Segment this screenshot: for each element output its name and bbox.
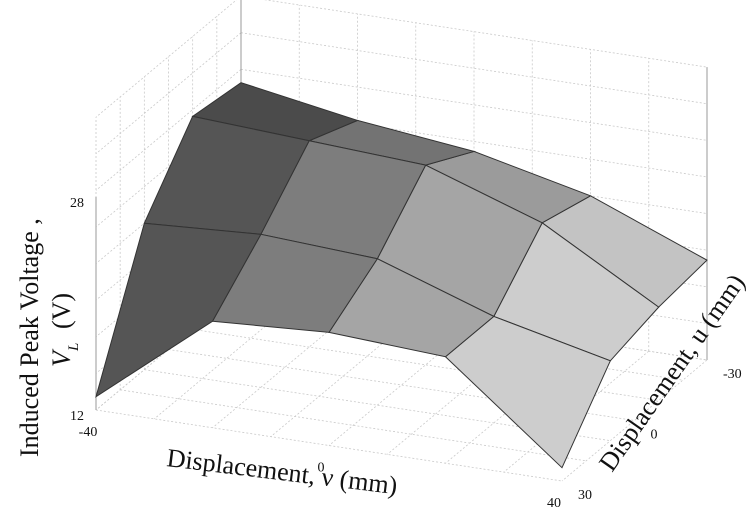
x-axis-title: Displacement, ν (mm) xyxy=(165,443,399,500)
grid-line xyxy=(263,0,708,68)
grid-line xyxy=(240,105,708,178)
grid-line xyxy=(95,178,242,301)
grid-line xyxy=(95,409,563,482)
y-tick-label: 0 xyxy=(651,428,658,443)
z-axis-title: Induced Peak Voltage , V L (V) xyxy=(15,218,82,457)
grid-line xyxy=(95,32,242,155)
z-axis-title-symbol: V xyxy=(47,348,76,367)
z-axis-title-subscript: L xyxy=(66,343,82,352)
surface-mesh xyxy=(95,82,708,469)
z-tick-label: 28 xyxy=(70,196,84,211)
grid-line xyxy=(240,68,708,141)
grid-line xyxy=(240,142,708,214)
grid-line xyxy=(95,105,242,228)
y-tick-label: 30 xyxy=(578,488,592,503)
grid-line xyxy=(240,288,708,361)
grid-line xyxy=(95,142,242,264)
tick-labels: -40 0 40 -30 0 30 28 12 xyxy=(70,196,742,511)
grid-line xyxy=(153,297,300,420)
grid-line xyxy=(561,359,708,482)
z-axis-title-main: Induced Peak Voltage , xyxy=(15,218,44,457)
x-tick-label: 0 xyxy=(318,461,325,476)
grid-line xyxy=(95,69,242,191)
grid-line xyxy=(240,32,708,105)
x-tick-label: 40 xyxy=(547,496,561,511)
z-axis-title-unit: (V) xyxy=(47,293,76,329)
y-tick-label: -30 xyxy=(723,367,742,382)
grid-line xyxy=(328,324,475,446)
grid-line xyxy=(120,389,587,462)
z-tick-label: 12 xyxy=(70,409,84,424)
surface-facet xyxy=(95,222,262,398)
x-tick-label: -40 xyxy=(79,425,98,440)
grid-line xyxy=(386,333,533,455)
grid-line xyxy=(95,0,237,118)
